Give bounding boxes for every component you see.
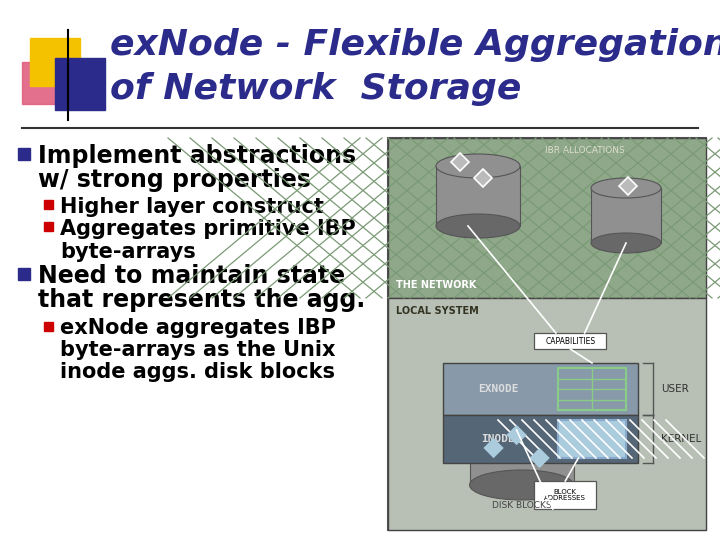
Text: DISK BLOCKS: DISK BLOCKS <box>492 501 552 510</box>
Bar <box>443 415 638 463</box>
Text: INODE: INODE <box>481 434 515 444</box>
Text: exNode - Flexible Aggregation: exNode - Flexible Aggregation <box>110 28 720 62</box>
Ellipse shape <box>436 214 520 238</box>
Text: of Network  Storage: of Network Storage <box>110 72 521 106</box>
Bar <box>388 138 706 530</box>
Polygon shape <box>485 439 503 457</box>
Bar <box>44 222 53 231</box>
Bar <box>44 322 53 331</box>
Bar <box>18 268 30 280</box>
Text: Higher layer construct: Higher layer construct <box>60 197 324 217</box>
Ellipse shape <box>591 178 661 198</box>
Bar <box>388 298 706 530</box>
Bar <box>22 62 64 104</box>
Text: inode aggs. disk blocks: inode aggs. disk blocks <box>60 362 335 382</box>
Text: Aggregates primitive IBP: Aggregates primitive IBP <box>60 219 356 239</box>
Text: THE NETWORK: THE NETWORK <box>396 280 477 290</box>
Bar <box>591 188 661 243</box>
Text: EXNODE: EXNODE <box>478 384 518 394</box>
Polygon shape <box>508 426 526 444</box>
Polygon shape <box>531 449 549 467</box>
Text: byte-arrays as the Unix: byte-arrays as the Unix <box>60 340 336 360</box>
Bar <box>534 333 606 349</box>
Text: KERNEL: KERNEL <box>661 434 701 444</box>
Ellipse shape <box>469 415 574 445</box>
Text: Need to maintain state: Need to maintain state <box>38 264 345 288</box>
Bar <box>558 420 626 458</box>
Text: exNode aggregates IBP: exNode aggregates IBP <box>60 318 336 338</box>
Bar <box>558 368 626 410</box>
Text: that represents the agg.: that represents the agg. <box>38 288 365 312</box>
Bar <box>388 138 706 298</box>
Polygon shape <box>474 169 492 187</box>
Bar <box>534 481 596 509</box>
Bar <box>18 148 30 160</box>
Text: USER: USER <box>661 384 689 394</box>
Ellipse shape <box>591 233 661 253</box>
Text: LOCAL SYSTEM: LOCAL SYSTEM <box>396 306 479 316</box>
Text: byte-arrays: byte-arrays <box>60 242 196 262</box>
Bar <box>443 363 638 415</box>
Bar <box>55 58 105 110</box>
Text: w/ strong properties: w/ strong properties <box>38 168 311 192</box>
Polygon shape <box>451 153 469 171</box>
Text: IBR ALLOCATIONS: IBR ALLOCATIONS <box>545 146 625 155</box>
Polygon shape <box>619 177 637 195</box>
Text: BLOCK
ADDRESSES: BLOCK ADDRESSES <box>544 489 586 502</box>
Bar <box>469 430 574 485</box>
Bar <box>30 38 80 86</box>
Text: Implement abstractions: Implement abstractions <box>38 144 356 168</box>
Bar <box>436 166 520 226</box>
Bar <box>44 200 53 209</box>
Ellipse shape <box>469 470 574 500</box>
Ellipse shape <box>436 154 520 178</box>
Text: CAPABILITIES: CAPABILITIES <box>545 336 595 346</box>
